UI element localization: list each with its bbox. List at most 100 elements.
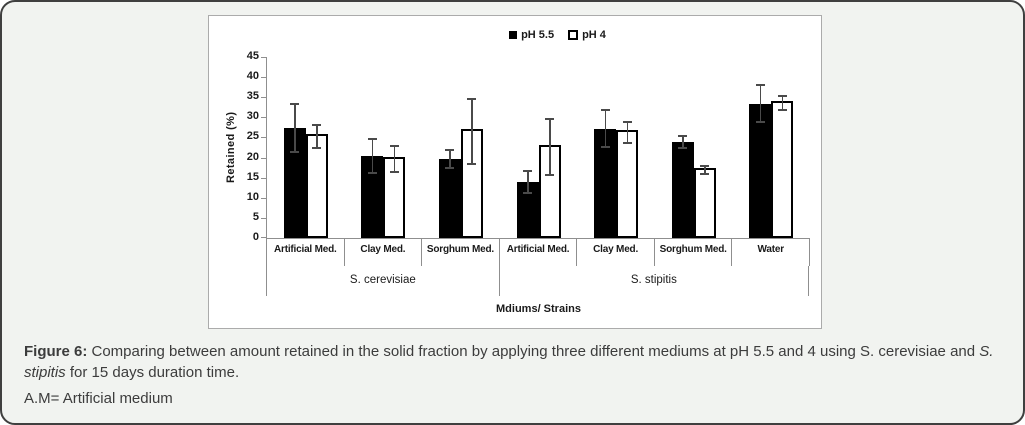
- y-tick-mark: [261, 217, 267, 219]
- legend-swatch-solid-icon: [509, 31, 518, 39]
- x-category-label: Artificial Med.: [266, 238, 344, 266]
- error-bar: [777, 95, 787, 112]
- error-bar-cap-bottom: [600, 146, 610, 149]
- error-bar: [290, 102, 300, 153]
- error-bar-line: [294, 102, 296, 153]
- y-tick-mark: [261, 97, 267, 99]
- bar-ph-5-5: [749, 103, 772, 238]
- y-tick-mark: [261, 57, 267, 58]
- error-bar-cap-top: [545, 117, 554, 120]
- error-bar-line: [549, 117, 551, 177]
- bar-ph-4: [305, 134, 328, 238]
- bar-ph-5-5: [438, 158, 461, 238]
- error-bar-cap-bottom: [678, 147, 688, 150]
- y-tick-label: 5: [252, 210, 259, 223]
- y-tick-label: 35: [246, 90, 259, 103]
- y-tick-label: 40: [246, 70, 259, 83]
- error-bar: [755, 83, 765, 124]
- error-bar-line: [626, 120, 629, 144]
- bar-ph-4: [693, 168, 716, 238]
- error-bar: [367, 137, 377, 175]
- error-bar-cap-top: [312, 123, 322, 126]
- x-axis-title: Mdiums/ Strains: [496, 303, 581, 315]
- plot-area: Artificial Med. Clay Med. Sorghum Med. Arti…: [247, 50, 811, 315]
- error-bar-cap-top: [290, 102, 300, 105]
- y-tick-label: 0: [252, 231, 259, 243]
- error-bar: [312, 123, 322, 149]
- legend-item-ph55: pH 5.5: [509, 29, 554, 41]
- error-bar-cap-bottom: [290, 150, 300, 153]
- error-bar-cap-top: [467, 97, 477, 100]
- bar-ph-4: [616, 130, 639, 238]
- y-tick-mark: [261, 77, 267, 79]
- x-category-label: Sorghum Med.: [421, 238, 499, 266]
- error-bar: [445, 148, 455, 169]
- legend-item-ph4: pH 4: [568, 29, 606, 41]
- error-bar: [700, 165, 710, 175]
- error-bar-line: [781, 95, 784, 112]
- error-bar-line: [527, 170, 529, 195]
- legend-label-ph4: pH 4: [582, 29, 606, 41]
- y-tick-label: 10: [246, 190, 259, 203]
- error-bar-cap-bottom: [312, 146, 322, 149]
- error-bar-cap-top: [367, 137, 377, 140]
- error-bar: [467, 97, 477, 166]
- error-bar-cap-top: [700, 165, 710, 168]
- x-group-row: S. cerevisiae S. stipitis: [266, 266, 810, 296]
- error-bar-line: [759, 83, 762, 124]
- figure-caption: Figure 6: Comparing between amount retai…: [24, 341, 1012, 383]
- y-tick-label: 25: [246, 130, 259, 143]
- y-tick-mark: [261, 117, 267, 119]
- chart-legend: pH 5.5 pH 4: [286, 29, 829, 41]
- y-tick-label: 45: [246, 50, 259, 62]
- error-bar-line: [316, 123, 318, 149]
- error-bar-cap-top: [777, 95, 787, 98]
- y-tick-label: 20: [246, 150, 259, 163]
- figure-note: A.M= Artificial medium: [24, 390, 173, 407]
- error-bar-cap-top: [755, 83, 765, 86]
- error-bar-line: [604, 108, 607, 149]
- y-tick-label: 15: [246, 170, 259, 183]
- error-bar: [622, 120, 632, 144]
- error-bar-cap-bottom: [367, 172, 377, 175]
- error-bar-cap-top: [445, 148, 455, 151]
- x-category-label: Clay Med.: [343, 238, 422, 266]
- error-bar-line: [471, 97, 473, 166]
- caption-figure-label: Figure 6:: [24, 343, 88, 360]
- x-category-label: Clay Med.: [576, 238, 654, 266]
- error-bar-line: [371, 137, 374, 175]
- error-bar-line: [704, 165, 706, 175]
- bar-ph-5-5: [594, 128, 617, 238]
- error-bar: [545, 117, 554, 177]
- error-bar-cap-bottom: [467, 163, 477, 166]
- y-tick-mark: [261, 197, 267, 199]
- x-category-row: Artificial Med. Clay Med. Sorghum Med. Arti…: [266, 238, 811, 266]
- y-tick-mark: [261, 237, 267, 238]
- chart-panel: pH 5.5 pH 4 Retained (%) Artificial Med.…: [208, 15, 822, 329]
- error-bar-cap-top: [523, 170, 532, 173]
- error-bar-cap-top: [622, 120, 632, 123]
- error-bar-cap-bottom: [389, 170, 399, 173]
- y-tick-mark: [261, 137, 267, 139]
- error-bar: [600, 108, 610, 149]
- error-bar-cap-bottom: [777, 109, 787, 112]
- error-bar-line: [682, 134, 684, 150]
- caption-text-2: for 15 days duration time.: [65, 364, 240, 381]
- x-group-label: S. cerevisiae: [266, 266, 499, 296]
- error-bar-cap-top: [600, 108, 610, 111]
- x-category-label: Artificial Med.: [498, 238, 577, 266]
- bar-ph-5-5: [283, 127, 306, 238]
- caption-text-1: Comparing between amount retained in the…: [87, 343, 980, 360]
- x-category-label: Water: [731, 238, 811, 266]
- bar-ph-5-5: [671, 141, 694, 238]
- error-bar: [678, 134, 688, 150]
- error-bar-cap-bottom: [755, 121, 765, 124]
- error-bar: [389, 145, 399, 173]
- error-bar-cap-top: [678, 134, 688, 137]
- error-bar-line: [449, 148, 451, 169]
- caption-species-name: S. stipitis: [24, 343, 994, 381]
- error-bar-cap-bottom: [445, 166, 455, 169]
- error-bar-line: [393, 145, 396, 173]
- y-tick-label: 30: [246, 110, 259, 123]
